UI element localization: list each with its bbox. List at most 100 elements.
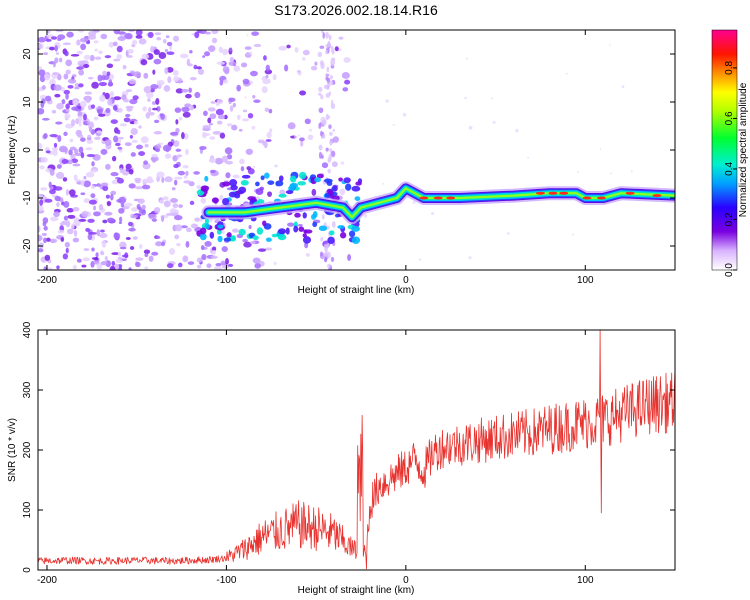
noise-blob xyxy=(56,202,60,208)
noise-blob xyxy=(269,128,273,133)
noise-blob xyxy=(131,43,136,48)
noise-blob xyxy=(46,30,51,34)
noise-blob xyxy=(77,60,85,67)
noise-blob xyxy=(49,189,56,195)
noise-blob xyxy=(253,99,261,104)
signal-blob xyxy=(285,227,290,235)
noise-blob xyxy=(72,264,77,270)
noise-blob xyxy=(265,74,269,79)
noise-blob xyxy=(64,113,71,120)
noise-blob xyxy=(102,185,109,192)
noise-blob xyxy=(165,212,173,216)
signal-blob xyxy=(230,184,238,191)
noise-blob xyxy=(133,120,139,125)
noise-blob xyxy=(323,252,328,257)
noise-blob xyxy=(111,155,117,162)
noise-blob xyxy=(245,148,253,155)
noise-blob xyxy=(66,31,74,38)
noise-blob xyxy=(211,246,217,252)
noise-blob xyxy=(153,49,160,56)
noise-blob xyxy=(91,185,95,189)
noise-blob xyxy=(153,119,160,124)
noise-blob xyxy=(212,130,222,135)
noise-blob xyxy=(38,66,43,71)
noise-blob xyxy=(77,134,84,138)
noise-blob xyxy=(111,260,116,266)
noise-blob xyxy=(243,241,252,248)
noise-blob xyxy=(240,166,245,172)
noise-blob xyxy=(115,258,123,263)
noise-blob xyxy=(38,205,44,212)
noise-blob xyxy=(183,180,191,184)
noise-blob xyxy=(43,266,47,270)
noise-blob xyxy=(164,48,169,53)
noise-blob xyxy=(122,64,127,70)
noise-blob xyxy=(287,122,296,130)
noise-blob xyxy=(242,238,248,243)
noise-blob xyxy=(70,54,80,57)
noise-blob xyxy=(112,41,118,47)
noise-blob xyxy=(141,184,151,190)
colorbar-tick-label: 0.2 xyxy=(724,212,735,226)
noise-blob xyxy=(174,107,182,113)
noise-blob xyxy=(317,51,323,58)
noise-blob xyxy=(253,43,262,48)
noise-blob xyxy=(105,163,111,170)
noise-blob xyxy=(44,254,51,261)
noise-blob xyxy=(418,258,422,261)
noise-blob xyxy=(238,128,243,132)
noise-blob xyxy=(76,50,83,55)
colorbar-frame xyxy=(711,29,738,271)
noise-blob xyxy=(135,30,143,36)
signal-blob xyxy=(323,178,333,183)
noise-blob xyxy=(143,86,152,94)
noise-blob xyxy=(199,145,207,151)
noise-blob xyxy=(98,50,103,55)
noise-blob xyxy=(43,237,47,244)
noise-blob xyxy=(156,79,165,86)
noise-blob xyxy=(116,53,122,60)
noise-blob xyxy=(38,248,44,253)
noise-blob xyxy=(132,95,139,101)
bottom-axis-ticks: -200 -100 0 100 0 100 200 300 400 xyxy=(22,321,675,586)
noise-blob xyxy=(132,236,138,240)
noise-blob xyxy=(172,203,179,209)
signal-blob xyxy=(302,233,307,238)
noise-blob xyxy=(194,31,200,39)
noise-blob xyxy=(55,52,60,55)
noise-blob xyxy=(325,92,331,98)
noise-blob xyxy=(187,63,193,67)
noise-blob xyxy=(53,84,62,91)
noise-blob xyxy=(183,132,189,140)
signal-blob xyxy=(299,171,307,180)
ridge-peak xyxy=(433,196,443,200)
noise-blob xyxy=(126,55,133,58)
noise-blob xyxy=(115,142,121,147)
noise-blob xyxy=(232,102,236,108)
signal-blob xyxy=(204,175,209,182)
noise-blob xyxy=(185,148,189,155)
noise-blob xyxy=(44,198,53,203)
noise-blob xyxy=(138,38,147,45)
signal-blob xyxy=(271,233,278,238)
signal-blob xyxy=(312,221,318,228)
noise-blob xyxy=(307,134,314,141)
noise-blob xyxy=(172,155,178,162)
signal-blob xyxy=(327,236,335,244)
noise-blob xyxy=(302,49,310,56)
signal-blob xyxy=(278,175,284,182)
noise-blob xyxy=(113,135,119,143)
noise-blob xyxy=(66,228,74,235)
noise-blob xyxy=(179,53,189,59)
noise-blob xyxy=(317,92,322,96)
bottom-y-tick-label: 100 xyxy=(22,501,33,518)
noise-blob xyxy=(158,52,167,60)
noise-blob xyxy=(87,137,92,141)
noise-blob xyxy=(283,64,289,72)
noise-blob xyxy=(572,233,575,236)
noise-blob xyxy=(264,247,273,251)
noise-blob xyxy=(207,107,216,112)
signal-blob xyxy=(289,175,297,183)
noise-blob xyxy=(57,34,66,40)
noise-blob xyxy=(84,91,92,95)
